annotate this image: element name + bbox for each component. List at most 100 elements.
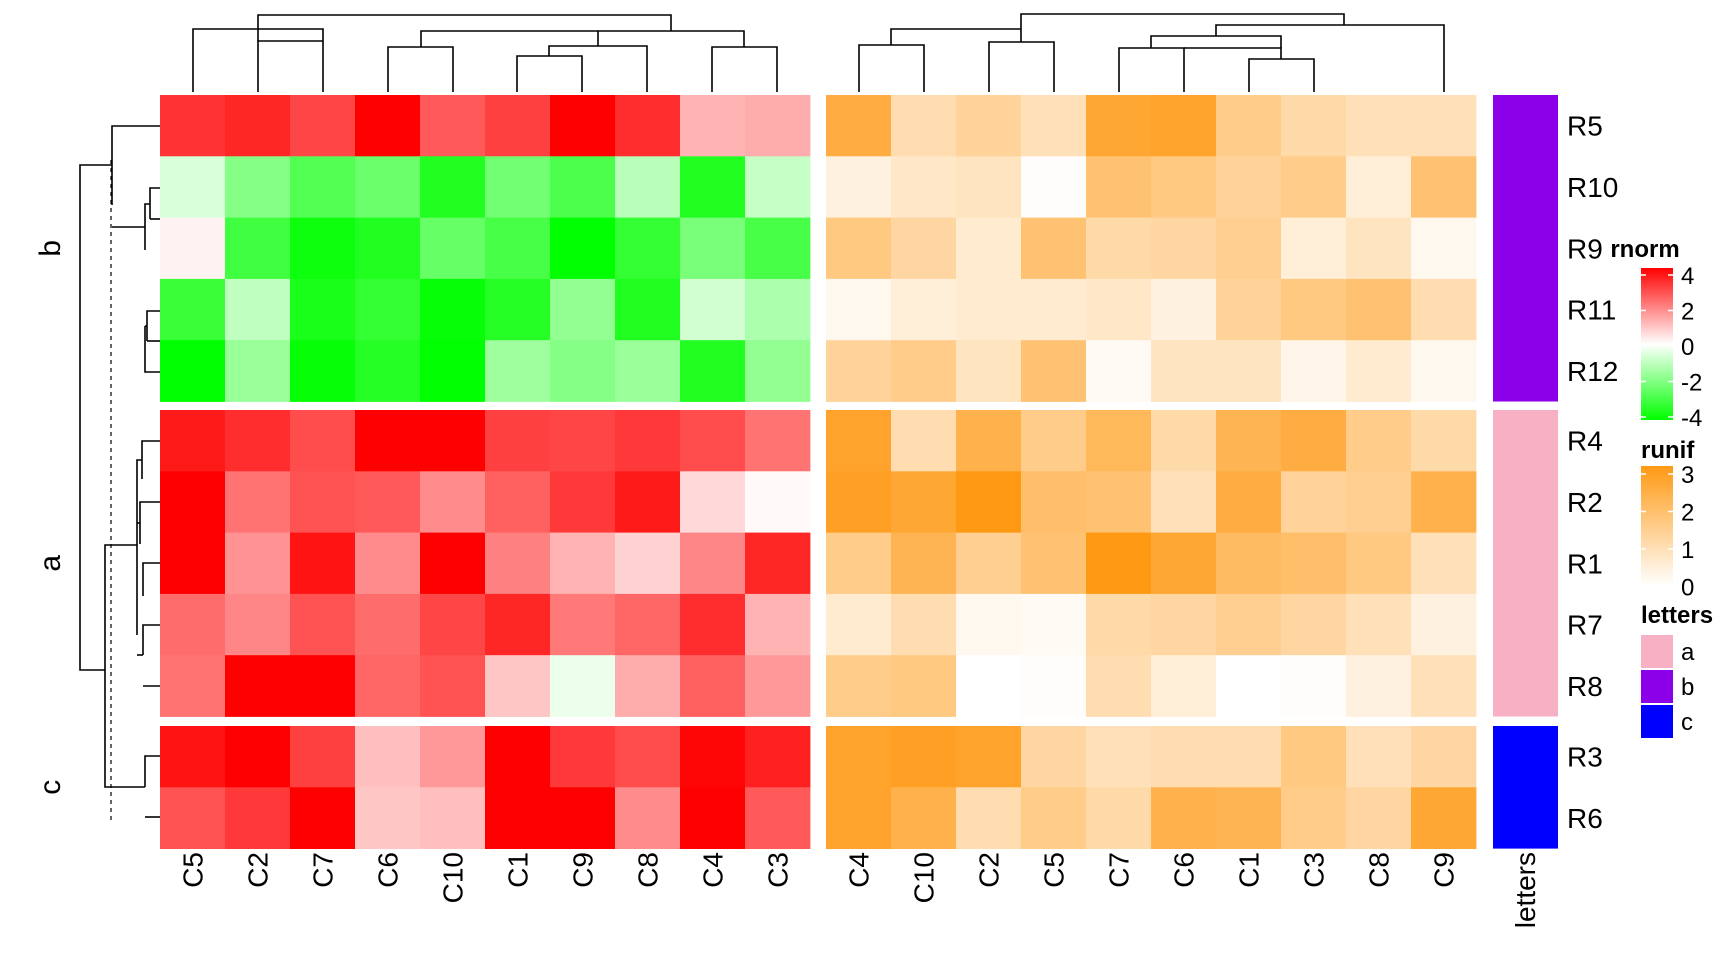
annotation-block-b: [1493, 95, 1558, 402]
heatmap-cell-runif-R3-C6: [1151, 726, 1217, 788]
legend-tick-label: 4: [1681, 263, 1694, 290]
legend-swatch-c: [1641, 705, 1673, 738]
heatmap-cell-rnorm-R10-C9: [550, 156, 616, 218]
heatmap-cell-runif-R10-C2: [956, 156, 1022, 218]
heatmap-cell-rnorm-R4-C3: [745, 410, 811, 472]
heatmap-cell-rnorm-R9-C4: [680, 217, 746, 280]
heatmap-cell-rnorm-R11-C2: [225, 278, 291, 341]
heatmap-cell-rnorm-R5-C4: [680, 95, 746, 157]
heatmap-cell-runif-R11-C2: [956, 278, 1022, 341]
heatmap-cell-runif-R7-C4: [826, 593, 892, 656]
annotation-column-label: letters: [1510, 852, 1541, 928]
heatmap-cell-rnorm-R8-C4: [680, 655, 746, 717]
heatmap-cell-runif-R3-C10: [891, 726, 957, 788]
column-label: C10: [909, 852, 940, 903]
heatmap-cell-rnorm-R3-C7: [290, 726, 356, 788]
heatmap-cell-runif-R1-C1: [1216, 532, 1282, 595]
heatmap-cell-rnorm-R10-C7: [290, 156, 356, 218]
row-label: R6: [1567, 803, 1603, 834]
heatmap-cell-runif-R12-C9: [1411, 340, 1477, 402]
heatmap-cell-rnorm-R1-C4: [680, 532, 746, 595]
heatmap-cell-runif-R11-C5: [1021, 278, 1087, 341]
row-dendrogram: [79, 125, 160, 822]
heatmap-cell-rnorm-R10-C2: [225, 156, 291, 218]
heatmap-cell-rnorm-R8-C5: [160, 655, 226, 717]
annotation-block-a: [1493, 410, 1558, 717]
legend-tick-label: 0: [1681, 334, 1694, 361]
heatmap-cell-rnorm-R8-C2: [225, 655, 291, 717]
heatmap-cell-rnorm-R3-C3: [745, 726, 811, 788]
heatmap-cell-runif-R6-C1: [1216, 787, 1282, 849]
heatmap-cell-rnorm-R7-C4: [680, 593, 746, 656]
heatmap-cell-runif-R3-C5: [1021, 726, 1087, 788]
row-label: R10: [1567, 172, 1618, 203]
heatmap-cell-rnorm-R11-C8: [615, 278, 681, 341]
heatmap-cell-runif-R8-C5: [1021, 655, 1087, 717]
heatmap-cell-rnorm-R10-C4: [680, 156, 746, 218]
heatmap-cell-rnorm-R5-C5: [160, 95, 226, 157]
row-label: R5: [1567, 111, 1603, 142]
heatmap-cell-runif-R5-C1: [1216, 95, 1282, 157]
heatmap-cell-runif-R1-C9: [1411, 532, 1477, 595]
legend-swatch-a: [1641, 635, 1673, 668]
heatmap-cell-rnorm-R4-C9: [550, 410, 616, 472]
heatmap-cell-rnorm-R8-C9: [550, 655, 616, 717]
heatmap-cell-rnorm-R3-C8: [615, 726, 681, 788]
heatmap-cell-rnorm-R8-C6: [355, 655, 421, 717]
heatmap-cell-runif-R5-C10: [891, 95, 957, 157]
heatmap-cell-rnorm-R5-C6: [355, 95, 421, 157]
heatmap-cell-rnorm-R1-C3: [745, 532, 811, 595]
heatmap-cell-rnorm-R10-C8: [615, 156, 681, 218]
heatmap-cell-rnorm-R3-C5: [160, 726, 226, 788]
heatmap-cell-runif-R6-C5: [1021, 787, 1087, 849]
column-label: C5: [178, 852, 209, 888]
heatmap-cell-rnorm-R7-C8: [615, 593, 681, 656]
heatmap-cell-rnorm-R7-C9: [550, 593, 616, 656]
legend-item-label: c: [1681, 709, 1693, 736]
legend-tick-label: 1: [1681, 537, 1694, 564]
heatmap-cell-runif-R2-C5: [1021, 471, 1087, 533]
heatmap-cell-runif-R7-C7: [1086, 593, 1152, 656]
legend-swatch-b: [1641, 670, 1673, 703]
column-label: C6: [373, 852, 404, 888]
heatmap-cell-runif-R4-C2: [956, 410, 1022, 472]
heatmap-cell-runif-R10-C1: [1216, 156, 1282, 218]
heatmap-cell-runif-R3-C7: [1086, 726, 1152, 788]
heatmap-cell-rnorm-R7-C10: [420, 593, 486, 656]
heatmap-cell-runif-R7-C9: [1411, 593, 1477, 656]
heatmap-cell-rnorm-R1-C9: [550, 532, 616, 595]
heatmap-cell-rnorm-R7-C2: [225, 593, 291, 656]
heatmap-cell-runif-R11-C6: [1151, 278, 1217, 341]
column-label: C9: [568, 852, 599, 888]
heatmap-cell-rnorm-R2-C4: [680, 471, 746, 533]
heatmap-cell-runif-R12-C8: [1346, 340, 1412, 402]
heatmap-cell-runif-R7-C8: [1346, 593, 1412, 656]
heatmap-cell-runif-R10-C4: [826, 156, 892, 218]
heatmap-cell-rnorm-R12-C8: [615, 340, 681, 402]
heatmap-cell-rnorm-R3-C9: [550, 726, 616, 788]
heatmap-cell-rnorm-R9-C10: [420, 217, 486, 280]
heatmap-cell-rnorm-R6-C7: [290, 787, 356, 849]
heatmap-cell-runif-R12-C5: [1021, 340, 1087, 402]
heatmap-cell-rnorm-R2-C6: [355, 471, 421, 533]
heatmap-cell-runif-R6-C7: [1086, 787, 1152, 849]
heatmap-cell-rnorm-R12-C10: [420, 340, 486, 402]
legend-tick-label: 2: [1681, 299, 1694, 326]
heatmap-cell-rnorm-R8-C3: [745, 655, 811, 717]
heatmap-cell-runif-R2-C7: [1086, 471, 1152, 533]
heatmap-cell-runif-R11-C1: [1216, 278, 1282, 341]
heatmap-cell-runif-R10-C7: [1086, 156, 1152, 218]
heatmap-cell-runif-R2-C2: [956, 471, 1022, 533]
heatmap-cell-runif-R5-C6: [1151, 95, 1217, 157]
heatmap-cell-runif-R6-C3: [1281, 787, 1347, 849]
heatmap-cell-runif-R8-C3: [1281, 655, 1347, 717]
column-label: C2: [974, 852, 1005, 888]
heatmap-cell-rnorm-R5-C8: [615, 95, 681, 157]
heatmap-cell-runif-R8-C10: [891, 655, 957, 717]
heatmap-cell-runif-R4-C7: [1086, 410, 1152, 472]
column-label: C7: [1104, 852, 1135, 888]
heatmap-cell-rnorm-R3-C1: [485, 726, 551, 788]
heatmap-cell-runif-R9-C3: [1281, 217, 1347, 280]
heatmap-cell-runif-R4-C1: [1216, 410, 1282, 472]
heatmap-cell-runif-R9-C8: [1346, 217, 1412, 280]
